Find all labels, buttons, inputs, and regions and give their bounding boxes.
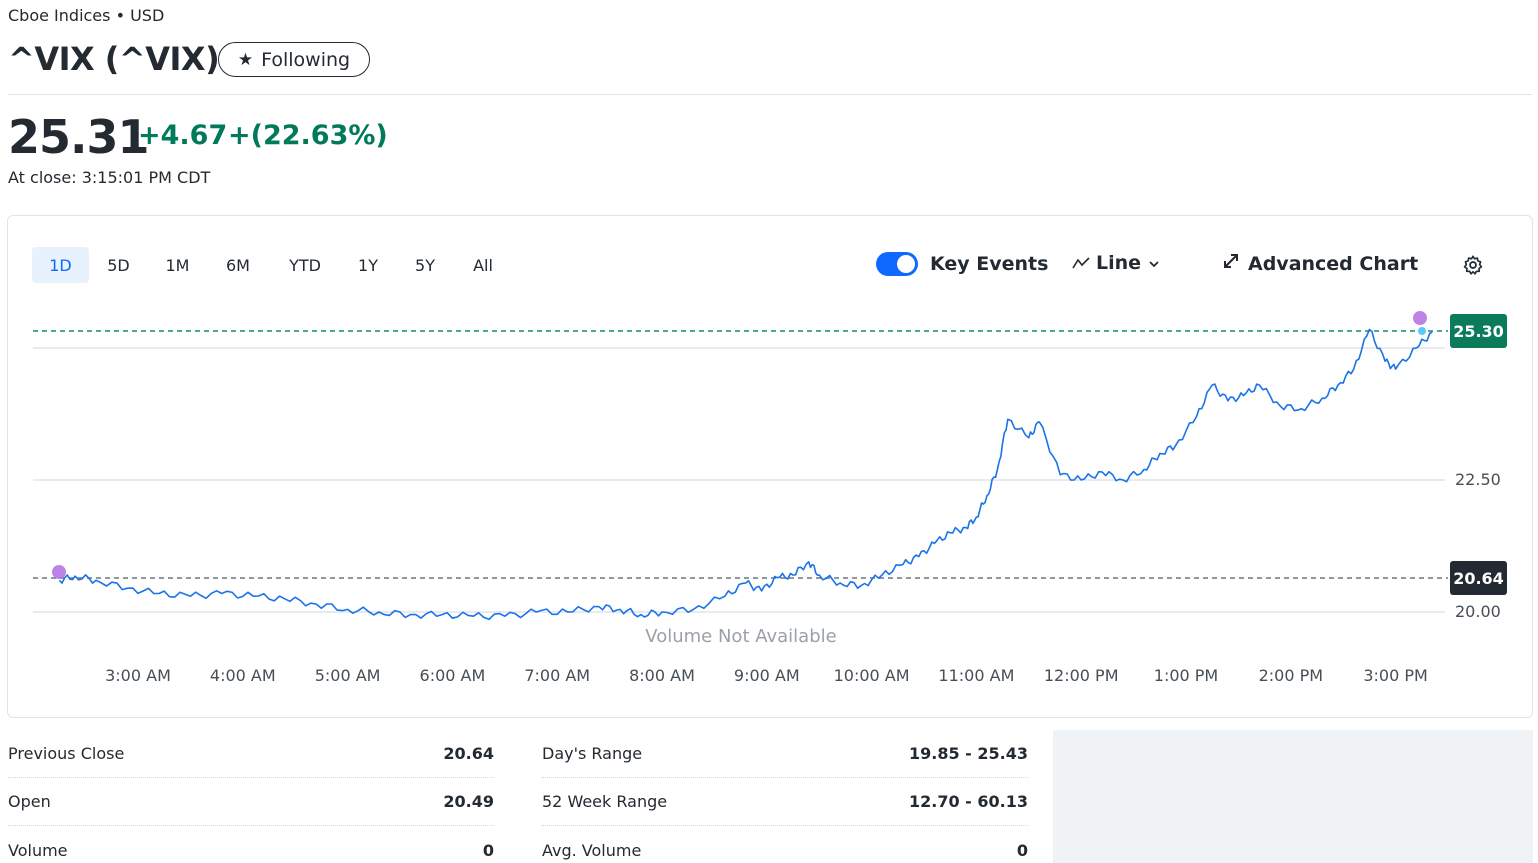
range-selector: 1D 5D 1M 6M YTD 1Y 5Y All (32, 247, 511, 283)
stat-label: Volume (8, 840, 68, 860)
line-chart-icon (1072, 252, 1090, 274)
key-event-dot-end (1413, 311, 1427, 325)
x-tick-label: 10:00 AM (834, 666, 910, 685)
range-5d[interactable]: 5D (107, 255, 130, 275)
x-tick-label: 8:00 AM (629, 666, 695, 685)
x-tick-label: 5:00 AM (315, 666, 381, 685)
x-tick-label: 9:00 AM (734, 666, 800, 685)
stat-previous-close: Previous Close 20.64 (8, 730, 494, 778)
advanced-chart-label: Advanced Chart (1248, 252, 1419, 275)
x-tick-label: 12:00 PM (1044, 666, 1119, 685)
price-change: +4.67 (138, 120, 228, 151)
stat-value: 0 (482, 840, 494, 860)
star-icon: ★ (237, 49, 254, 70)
y-tick-label: 20.00 (1455, 602, 1501, 621)
range-6m[interactable]: 6M (226, 255, 250, 275)
key-events-toggle[interactable] (876, 252, 918, 276)
key-events-control: Key Events (876, 252, 1048, 276)
stats-left: Previous Close 20.64 Open 20.49 Volume 0 (8, 730, 494, 863)
x-tick-label: 7:00 AM (524, 666, 590, 685)
stat-days-range: Day's Range 19.85 - 25.43 (542, 730, 1028, 778)
following-button[interactable]: ★ Following (218, 42, 370, 77)
advanced-chart-button[interactable]: Advanced Chart (1222, 252, 1418, 275)
following-label: Following (261, 48, 351, 71)
current-price-tag (1450, 314, 1507, 348)
stat-label: 52 Week Range (542, 792, 668, 811)
price-change-percent: +(22.63%) (228, 120, 388, 151)
chart-card (7, 215, 1533, 718)
range-1m[interactable]: 1M (165, 255, 190, 275)
range-1d[interactable]: 1D (32, 247, 89, 283)
range-5y[interactable]: 5Y (415, 255, 435, 275)
previous-close-tag-text: 20.64 (1453, 569, 1504, 588)
stat-value: 20.64 (443, 744, 494, 763)
x-tick-label: 1:00 PM (1154, 666, 1218, 685)
key-events-label: Key Events (930, 253, 1049, 275)
y-tick-label: 22.50 (1455, 470, 1501, 489)
gear-icon[interactable] (1462, 254, 1484, 280)
close-time: At close: 3:15:01 PM CDT (8, 168, 211, 187)
current-price-tag-text: 25.30 (1453, 322, 1504, 341)
page-title: ^VIX (^VIX) (8, 40, 220, 78)
x-axis: 3:00 AM 4:00 AM 5:00 AM 6:00 AM 7:00 AM 8:00 … (105, 666, 1428, 685)
x-tick-label: 3:00 PM (1363, 666, 1427, 685)
stat-value: 20.49 (443, 792, 494, 811)
current-price-dot (1418, 327, 1426, 335)
previous-close-tag (1450, 561, 1507, 595)
x-tick-label: 2:00 PM (1259, 666, 1323, 685)
stat-label: Avg. Volume (542, 840, 642, 860)
chevron-down-icon (1147, 252, 1161, 274)
stat-value: 19.85 - 25.43 (909, 744, 1028, 763)
stat-open: Open 20.49 (8, 778, 494, 826)
price-line-series (58, 328, 1433, 621)
stat-label: Day's Range (542, 744, 643, 763)
range-all[interactable]: All (473, 255, 493, 275)
exchange-label: Cboe Indices • USD (8, 6, 165, 25)
x-tick-label: 11:00 AM (938, 666, 1014, 685)
stat-52-week-range: 52 Week Range 12.70 - 60.13 (542, 778, 1028, 826)
volume-not-available: Volume Not Available (645, 626, 836, 647)
chart-type-select[interactable]: Line (1072, 252, 1161, 274)
stat-value: 0 (1016, 840, 1028, 860)
stat-label: Open (8, 792, 51, 811)
stat-volume: Volume 0 (8, 826, 494, 863)
chart-type-label: Line (1096, 252, 1142, 274)
ad-placeholder (1053, 730, 1533, 863)
stat-avg-volume: Avg. Volume 0 (542, 826, 1028, 863)
range-ytd[interactable]: YTD (289, 255, 321, 275)
expand-icon (1222, 252, 1240, 275)
x-tick-label: 3:00 AM (105, 666, 171, 685)
price: 25.31 (8, 110, 150, 164)
header-divider (8, 94, 1532, 95)
range-1y[interactable]: 1Y (358, 255, 378, 275)
stat-value: 12.70 - 60.13 (909, 792, 1028, 811)
x-tick-label: 6:00 AM (420, 666, 486, 685)
x-tick-label: 4:00 AM (210, 666, 276, 685)
stat-label: Previous Close (8, 744, 125, 763)
key-event-dot-start (52, 565, 66, 579)
stats-mid: Day's Range 19.85 - 25.43 52 Week Range 12… (542, 730, 1028, 863)
